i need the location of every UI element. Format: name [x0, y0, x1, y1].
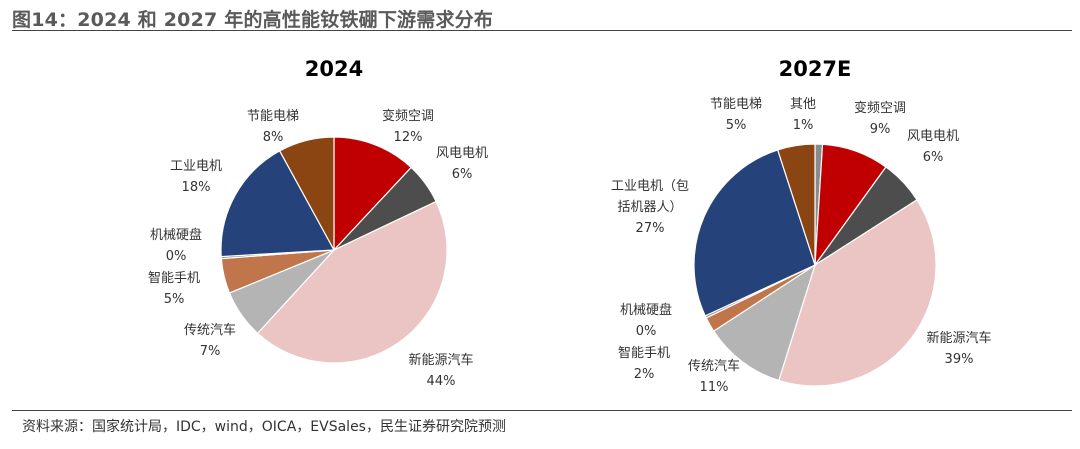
slice-percent: 0%: [636, 324, 657, 339]
slice-label: 风电电机: [907, 129, 959, 144]
slice-label-group: 节能电梯 5%: [710, 97, 762, 133]
slice-label: 括机器人）: [617, 200, 682, 215]
slice-label: 工业电机（包: [611, 179, 689, 194]
slice-label: 新能源汽车: [408, 352, 473, 368]
pie-slice: [256, 200, 448, 364]
pie-chart-1: 2024 变频空调 12% 风电电机 6% 新能源汽车 44% 传统汽车 7% 智能手机 5% 机械硬…: [148, 57, 488, 389]
pie-slice: [776, 143, 816, 266]
slice-percent: 44%: [427, 374, 456, 389]
pie-slice: [693, 149, 816, 317]
slice-label: 变频空调: [854, 100, 906, 116]
slice-label: 传统汽车: [184, 322, 236, 338]
slice-label: 新能源汽车: [926, 330, 991, 346]
slice-label: 智能手机: [148, 271, 200, 286]
slice-label: 工业电机: [170, 159, 222, 174]
slice-percent: 6%: [452, 167, 473, 182]
pie-slice: [278, 136, 335, 251]
slice-percent: 12%: [394, 130, 423, 145]
bottom-divider: [12, 410, 1072, 411]
slice-label-group: 智能手机 2%: [618, 346, 670, 382]
figure-title: 图14：2024 和 2027 年的高性能钕铁硼下游需求分布: [12, 9, 494, 31]
slice-label-group: 智能手机 5%: [148, 271, 200, 307]
pie-chart-2: 2027E 其他 1% 变频空调 9% 风电电机 6% 新能源汽车 39% 传统汽车 11% 智能手机…: [611, 57, 992, 395]
slice-label-group: 新能源汽车 44%: [408, 352, 473, 389]
slice-label: 变频空调: [382, 108, 434, 124]
slice-label-group: 节能电梯 8%: [247, 109, 299, 145]
slice-percent: 2%: [634, 367, 655, 382]
slice-percent: 5%: [164, 292, 185, 307]
slice-label: 机械硬盘: [150, 227, 202, 243]
slice-percent: 9%: [870, 122, 891, 137]
slice-label: 风电电机: [436, 146, 488, 161]
pie-slice: [220, 150, 335, 258]
pie-slice: [778, 199, 937, 387]
slice-label: 其他: [790, 97, 816, 112]
slice-label: 智能手机: [618, 346, 670, 361]
slice-percent: 8%: [263, 130, 284, 145]
pie-charts-canvas: 2024 变频空调 12% 风电电机 6% 新能源汽车 44% 传统汽车 7% 智能手机 5% 机械硬…: [148, 57, 992, 395]
slice-percent: 7%: [200, 344, 221, 359]
slice-percent: 11%: [700, 380, 729, 395]
slice-label-group: 变频空调 12%: [382, 108, 434, 145]
slice-label: 机械硬盘: [620, 302, 672, 318]
slice-label-group: 机械硬盘 0%: [150, 227, 202, 264]
slice-label-group: 工业电机 18%: [170, 159, 222, 195]
slice-label-group: 传统汽车 11%: [688, 358, 740, 395]
slice-label: 传统汽车: [688, 358, 740, 374]
source-note: 资料来源：国家统计局，IDC，wind，OICA，EVSales，民生证券研究院…: [22, 419, 506, 435]
slice-percent: 5%: [726, 118, 747, 133]
pie-slice: [333, 136, 413, 252]
pie-slice: [712, 263, 817, 382]
slice-percent: 6%: [923, 150, 944, 165]
slice-percent: 1%: [793, 118, 814, 133]
slice-label-group: 风电电机 6%: [436, 146, 488, 182]
slice-label-group: 机械硬盘 0%: [620, 302, 672, 339]
slice-percent: 27%: [636, 221, 665, 236]
slice-label-group: 其他 1%: [790, 97, 816, 133]
slice-percent: 0%: [166, 249, 187, 264]
top-divider: [12, 30, 1072, 31]
slice-label-group: 变频空调 9%: [854, 100, 906, 137]
slice-label: 节能电梯: [710, 97, 762, 112]
chart-title: 2024: [305, 57, 363, 81]
chart-title: 2027E: [779, 57, 852, 81]
slice-label-group: 风电电机 6%: [907, 129, 959, 165]
slice-label-group: 新能源汽车 39%: [926, 330, 991, 367]
slice-label-group: 传统汽车 7%: [184, 322, 236, 359]
slice-percent: 18%: [182, 180, 211, 195]
slice-percent: 39%: [945, 352, 974, 367]
slice-label: 节能电梯: [247, 109, 299, 124]
